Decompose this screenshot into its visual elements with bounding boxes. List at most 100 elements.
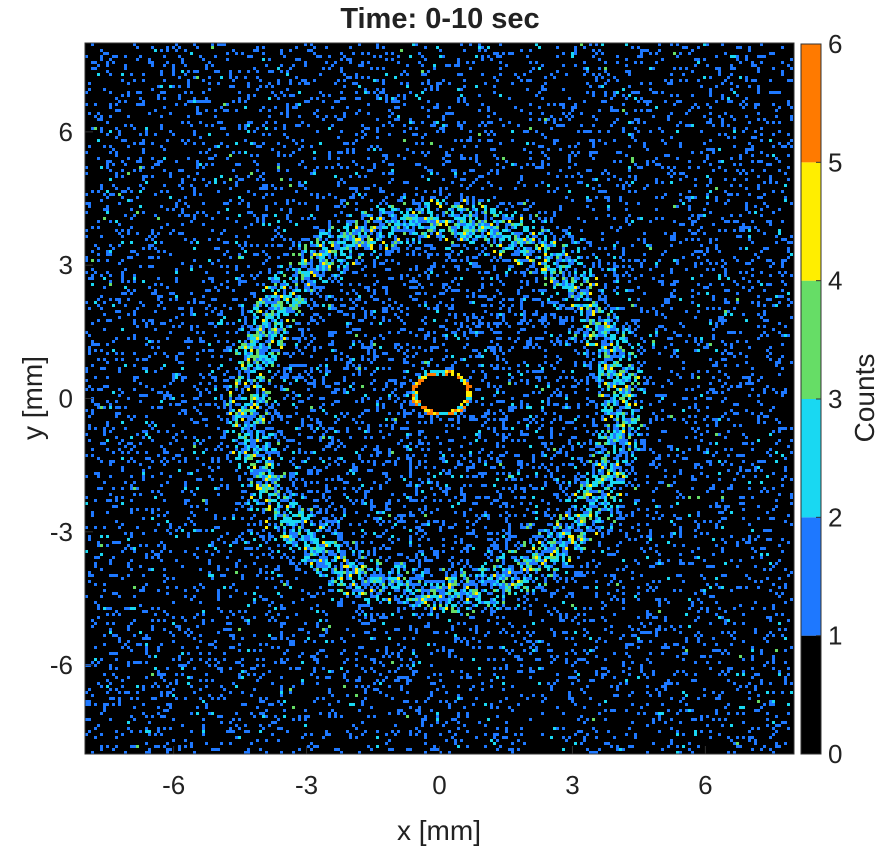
heatmap-cell: [595, 196, 598, 199]
heatmap-cell: [424, 202, 427, 205]
heatmap-cell: [373, 283, 376, 286]
heatmap-cell: [478, 235, 481, 238]
heatmap-cell: [499, 55, 502, 58]
heatmap-cell: [211, 262, 214, 265]
heatmap-cell: [583, 67, 586, 70]
heatmap-cell: [163, 64, 166, 67]
heatmap-cell: [403, 70, 406, 73]
heatmap-cell: [649, 130, 652, 133]
heatmap-cell: [436, 307, 439, 310]
heatmap-cell: [244, 298, 247, 301]
heatmap-cell: [724, 52, 727, 55]
heatmap-cell: [301, 331, 304, 334]
heatmap-cell: [226, 109, 229, 112]
heatmap-cell: [502, 214, 505, 217]
heatmap-cell: [589, 307, 592, 310]
heatmap-cell: [640, 97, 643, 100]
heatmap-cell: [91, 259, 94, 262]
heatmap-cell: [538, 217, 541, 220]
heatmap-cell: [763, 247, 766, 250]
heatmap-cell: [385, 253, 388, 256]
heatmap-cell: [583, 280, 586, 283]
heatmap-cell: [583, 73, 586, 76]
heatmap-cell: [580, 238, 583, 241]
heatmap-cell: [529, 49, 532, 52]
heatmap-cell: [352, 82, 355, 85]
heatmap-cell: [778, 271, 781, 274]
heatmap-cell: [241, 310, 244, 313]
heatmap-cell: [85, 151, 88, 154]
heatmap-cell: [697, 250, 700, 253]
heatmap-cell: [280, 178, 283, 181]
heatmap-cell: [382, 88, 385, 91]
heatmap-cell: [277, 301, 280, 304]
heatmap-cell: [493, 250, 496, 253]
heatmap-cell: [331, 226, 334, 229]
heatmap-cell: [409, 280, 412, 283]
heatmap-cell: [640, 52, 643, 55]
heatmap-cell: [319, 250, 322, 253]
heatmap-cell: [745, 355, 748, 358]
heatmap-cell: [562, 103, 565, 106]
heatmap-cell: [580, 289, 583, 292]
heatmap-cell: [316, 55, 319, 58]
heatmap-cell: [616, 286, 619, 289]
heatmap-cell: [592, 262, 595, 265]
heatmap-cell: [478, 229, 481, 232]
heatmap-cell: [586, 307, 589, 310]
heatmap-cell: [661, 274, 664, 277]
heatmap-cell: [121, 259, 124, 262]
heatmap-cell: [565, 196, 568, 199]
heatmap-cell: [328, 151, 331, 154]
heatmap-cell: [607, 79, 610, 82]
heatmap-cell: [109, 220, 112, 223]
heatmap-cell: [295, 343, 298, 346]
heatmap-cell: [628, 328, 631, 331]
heatmap-cell: [463, 100, 466, 103]
heatmap-cell: [256, 169, 259, 172]
heatmap-cell: [460, 325, 463, 328]
heatmap-cell: [571, 238, 574, 241]
heatmap-cell: [403, 226, 406, 229]
heatmap-cell: [184, 73, 187, 76]
heatmap-cell: [463, 157, 466, 160]
heatmap-cell: [598, 139, 601, 142]
heatmap-cell: [271, 334, 274, 337]
heatmap-cell: [499, 292, 502, 295]
heatmap-cell: [571, 55, 574, 58]
heatmap-cell: [454, 331, 457, 334]
heatmap-cell: [688, 166, 691, 169]
heatmap-cell: [322, 196, 325, 199]
heatmap-cell: [271, 301, 274, 304]
heatmap-cell: [652, 67, 655, 70]
heatmap-cell: [235, 265, 238, 268]
heatmap-cell: [130, 292, 133, 295]
heatmap-cell: [424, 154, 427, 157]
heatmap-cell: [397, 118, 400, 121]
heatmap-cell: [385, 94, 388, 97]
heatmap-cell: [238, 151, 241, 154]
heatmap-cell: [238, 352, 241, 355]
heatmap-cell: [574, 295, 577, 298]
heatmap-cell: [424, 301, 427, 304]
heatmap-cell: [472, 223, 475, 226]
heatmap-cell: [406, 214, 409, 217]
heatmap-cell: [778, 358, 781, 361]
heatmap-cell: [721, 340, 724, 343]
heatmap-cell: [724, 229, 727, 232]
heatmap-cell: [763, 232, 766, 235]
heatmap-cell: [145, 181, 148, 184]
heatmap-cell: [127, 172, 130, 175]
heatmap-cell: [364, 175, 367, 178]
heatmap-cell: [604, 346, 607, 349]
heatmap-cell: [565, 283, 568, 286]
heatmap-cell: [289, 67, 292, 70]
heatmap-cell: [715, 85, 718, 88]
heatmap-cell: [463, 346, 466, 349]
heatmap-cell: [487, 121, 490, 124]
heatmap-cell: [337, 157, 340, 160]
heatmap-cell: [496, 313, 499, 316]
heatmap-cell: [286, 295, 289, 298]
heatmap-cell: [490, 349, 493, 352]
heatmap-cell: [454, 289, 457, 292]
